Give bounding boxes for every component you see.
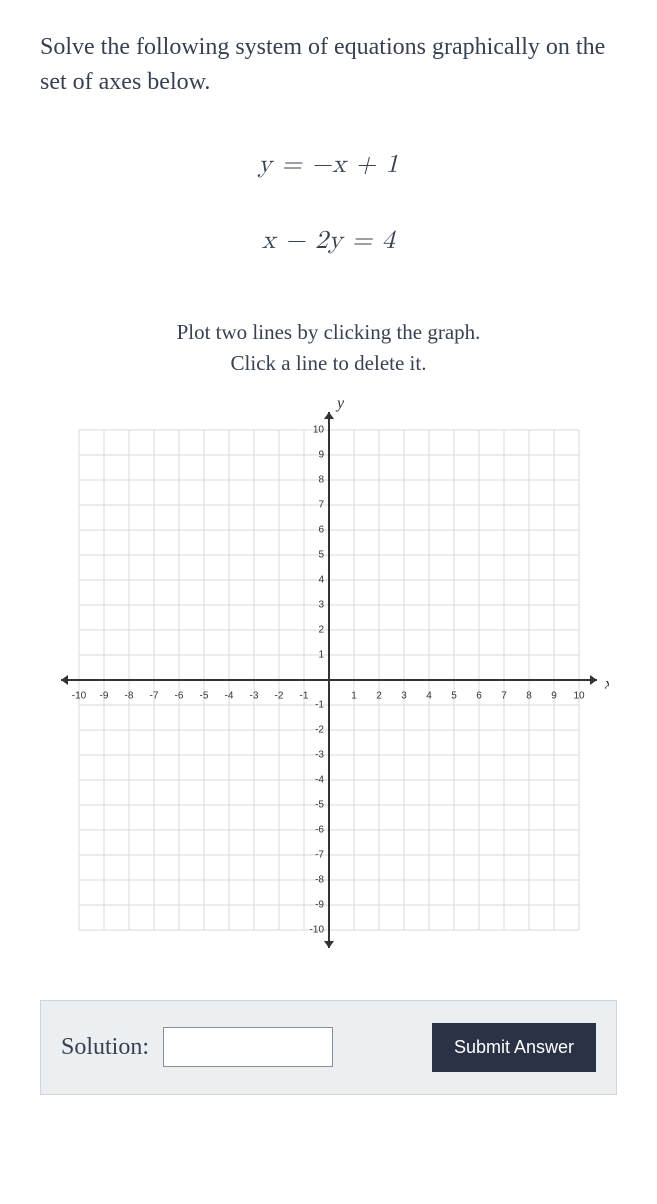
solution-input[interactable] (163, 1027, 333, 1067)
svg-text:3: 3 (318, 599, 324, 610)
svg-text:-10: -10 (71, 690, 86, 701)
equation-1: y = −x + 1 (40, 150, 617, 181)
instruction-line-1: Plot two lines by clicking the graph. (177, 320, 481, 344)
svg-text:4: 4 (426, 690, 432, 701)
svg-text:8: 8 (526, 690, 532, 701)
svg-text:2: 2 (318, 624, 324, 635)
svg-text:-4: -4 (224, 690, 233, 701)
svg-text:9: 9 (551, 690, 557, 701)
solution-panel: Solution: Submit Answer (40, 1000, 617, 1095)
svg-text:10: 10 (312, 424, 324, 435)
equation-block: y = −x + 1 x − 2y = 4 (40, 150, 617, 257)
svg-text:-5: -5 (315, 799, 324, 810)
svg-text:6: 6 (318, 524, 324, 535)
svg-text:-1: -1 (299, 690, 308, 701)
solution-label: Solution: (61, 1034, 149, 1061)
svg-text:1: 1 (351, 690, 357, 701)
svg-text:6: 6 (476, 690, 482, 701)
svg-text:-8: -8 (124, 690, 133, 701)
svg-text:-3: -3 (315, 749, 324, 760)
svg-text:-9: -9 (99, 690, 108, 701)
svg-text:1: 1 (318, 649, 324, 660)
svg-text:-7: -7 (315, 849, 324, 860)
svg-text:y: y (335, 400, 345, 412)
submit-answer-button[interactable]: Submit Answer (432, 1023, 596, 1072)
svg-text:-7: -7 (149, 690, 158, 701)
instruction-line-2: Click a line to delete it. (231, 351, 427, 375)
svg-text:-6: -6 (174, 690, 183, 701)
svg-text:x: x (604, 675, 609, 692)
equation-2: x − 2y = 4 (40, 226, 617, 257)
svg-text:5: 5 (451, 690, 457, 701)
graph-instructions: Plot two lines by clicking the graph. Cl… (40, 317, 617, 380)
svg-text:-2: -2 (315, 724, 324, 735)
svg-text:9: 9 (318, 449, 324, 460)
svg-text:2: 2 (376, 690, 382, 701)
coordinate-graph[interactable]: -10 -10 -9 -9 -8 -8 -7 -7 -6 -6 -5 -5 -4 -4 -3 -3 -2 -2 -1… (49, 400, 609, 960)
svg-text:8: 8 (318, 474, 324, 485)
svg-text:7: 7 (501, 690, 507, 701)
svg-text:-5: -5 (199, 690, 208, 701)
svg-text:-9: -9 (315, 899, 324, 910)
svg-text:10: 10 (573, 690, 585, 701)
svg-text:-10: -10 (309, 924, 324, 935)
svg-text:-4: -4 (315, 774, 324, 785)
svg-text:5: 5 (318, 549, 324, 560)
svg-text:3: 3 (401, 690, 407, 701)
svg-text:-3: -3 (249, 690, 258, 701)
svg-text:7: 7 (318, 499, 324, 510)
svg-text:-6: -6 (315, 824, 324, 835)
svg-text:-2: -2 (274, 690, 283, 701)
question-prompt: Solve the following system of equations … (40, 30, 617, 100)
svg-text:-1: -1 (315, 699, 324, 710)
svg-text:4: 4 (318, 574, 324, 585)
svg-text:-8: -8 (315, 874, 324, 885)
